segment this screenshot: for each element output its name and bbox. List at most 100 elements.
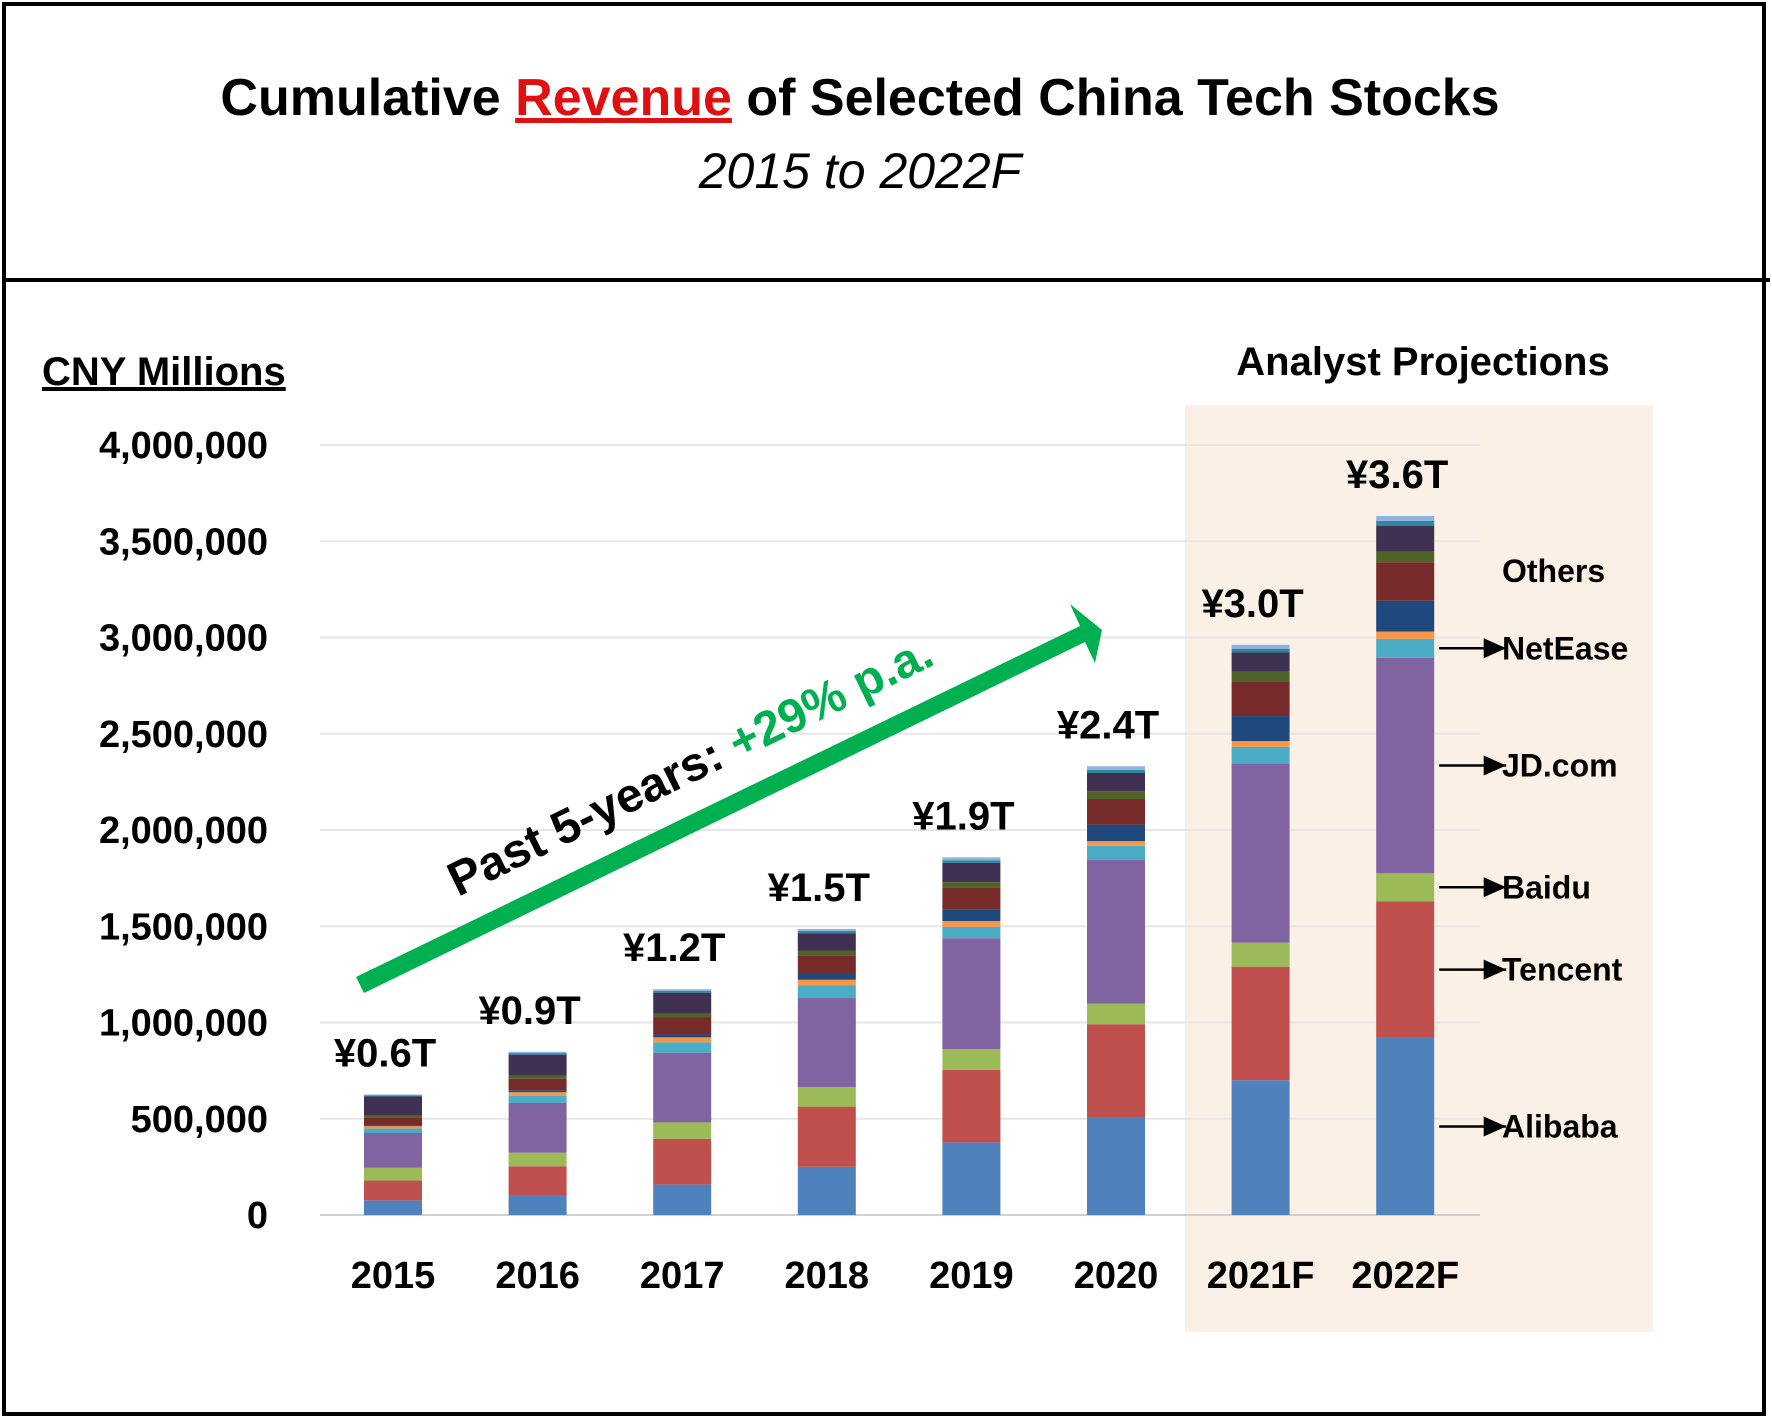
bar-segment <box>653 990 712 993</box>
y-tick-label: 3,500,000 <box>99 521 268 563</box>
x-tick-label: 2016 <box>495 1255 580 1297</box>
x-tick-label: 2015 <box>351 1255 436 1297</box>
y-tick-label: 2,500,000 <box>99 714 268 756</box>
bar-segment <box>942 887 1001 910</box>
bar-segment <box>1376 901 1435 1038</box>
total-label: ¥0.9T <box>478 989 580 1033</box>
bar-segment <box>1087 799 1145 825</box>
bar-segment <box>1231 942 1290 967</box>
series-label: JD.com <box>1502 748 1618 784</box>
bar-segment <box>1231 644 1290 649</box>
bar-segment <box>1376 600 1435 632</box>
projection-label: Analyst Projections <box>1236 340 1609 384</box>
y-tick-label: 500,000 <box>131 1099 268 1141</box>
bar-segment <box>797 998 856 1087</box>
x-tick-labels: 2015 2016 2017 2018 2019 2020 2021F 2022F <box>351 1255 1459 1297</box>
total-label: ¥1.5T <box>768 866 870 910</box>
bar-segment <box>1087 824 1145 842</box>
series-labels: Alibaba Tencent Baidu JD.com NetEase Others <box>1439 553 1628 1144</box>
series-label: Tencent <box>1502 952 1623 988</box>
bar-segment <box>653 1042 712 1053</box>
bar-segment <box>942 926 1001 939</box>
total-label: ¥1.9T <box>912 794 1014 838</box>
title-divider <box>2 278 1770 282</box>
bar-segment <box>653 989 712 991</box>
bar-segment <box>364 1125 422 1127</box>
bar-segment <box>508 1195 567 1215</box>
series-label: Baidu <box>1502 869 1591 905</box>
bar-segment <box>1376 1037 1435 1215</box>
bar-segment <box>1231 1080 1290 1215</box>
total-label: ¥0.6T <box>334 1031 436 1075</box>
bar-segment <box>364 1115 422 1118</box>
total-label: ¥2.4T <box>1057 703 1159 747</box>
y-tick-label: 1,500,000 <box>99 906 268 948</box>
x-tick-label: 2022F <box>1351 1255 1459 1297</box>
bar-segment <box>942 1069 1001 1143</box>
bar-segment <box>653 1034 712 1038</box>
bar-segment <box>942 1049 1001 1070</box>
total-label: ¥3.6T <box>1346 453 1448 497</box>
chart-title: Cumulative Revenue of Selected China Tec… <box>0 68 1720 128</box>
bar-segment <box>653 1013 712 1018</box>
bar-segment <box>508 1166 567 1196</box>
y-tick-labels: 0 500,000 1,000,000 1,500,000 2,000,000 2,500… <box>99 425 268 1237</box>
series-label: Others <box>1502 553 1605 589</box>
title-suffix: of Selected China Tech Stocks <box>731 69 1500 127</box>
bar-segment <box>1087 769 1145 774</box>
y-tick-label: 4,000,000 <box>99 425 268 467</box>
title-highlight: Revenue <box>515 69 732 127</box>
bar-segment <box>942 862 1001 883</box>
bar-segment <box>1376 657 1435 874</box>
bar-segment <box>1231 652 1290 672</box>
bar-segment <box>364 1095 422 1097</box>
series-label: Alibaba <box>1502 1108 1618 1144</box>
bar-segment <box>797 1106 856 1167</box>
bar-segment <box>797 933 856 951</box>
bar-segment <box>653 1052 712 1123</box>
title-prefix: Cumulative <box>220 69 516 127</box>
total-label: ¥3.0T <box>1201 582 1303 626</box>
bar-segment <box>364 1128 422 1133</box>
bar-segment <box>797 950 856 956</box>
bar-segment <box>942 909 1001 922</box>
bar-segment <box>942 938 1001 1050</box>
bar-segment <box>1087 1003 1145 1025</box>
bar-segment <box>797 1086 856 1107</box>
bar-segment <box>653 1184 712 1215</box>
bar-segment <box>942 1142 1001 1215</box>
bar-segment <box>508 1078 567 1091</box>
bar-segment <box>508 1090 567 1093</box>
bar-segment <box>942 921 1001 927</box>
x-tick-label: 2021F <box>1207 1255 1315 1297</box>
total-label: ¥1.2T <box>623 926 725 970</box>
x-tick-label: 2018 <box>785 1255 870 1297</box>
chart-subtitle: 2015 to 2022F <box>698 143 1022 199</box>
y-tick-label: 2,000,000 <box>99 810 268 852</box>
bar-segment <box>653 1037 712 1043</box>
y-tick-label: 1,000,000 <box>99 1003 268 1045</box>
bar-segment <box>797 973 856 980</box>
bar-segment <box>364 1126 422 1129</box>
series-label: NetEase <box>1502 630 1628 666</box>
bar-segment <box>942 882 1001 888</box>
bar-segment <box>653 992 712 1014</box>
bar-segment <box>1376 562 1435 601</box>
bar-segment <box>508 1054 567 1076</box>
bar-segment <box>508 1102 567 1153</box>
bar-segment <box>1376 551 1435 563</box>
bar-segment <box>1087 1024 1145 1118</box>
x-tick-label: 2019 <box>929 1255 1014 1297</box>
bar-segment <box>797 1166 856 1215</box>
bar-stacks <box>364 516 1435 1215</box>
bar-segment <box>653 1122 712 1139</box>
bar-segment <box>508 1053 567 1055</box>
bar-segment <box>797 979 856 986</box>
bar-segment <box>1087 845 1145 861</box>
bar-segment <box>1087 773 1145 792</box>
bar-segment <box>364 1096 422 1116</box>
bar-segment <box>1087 1117 1145 1215</box>
bar-segment <box>1231 681 1290 717</box>
trend-annotation-text: Past 5-years: +29% p.a. <box>440 626 942 907</box>
bar-segment <box>508 1092 567 1096</box>
